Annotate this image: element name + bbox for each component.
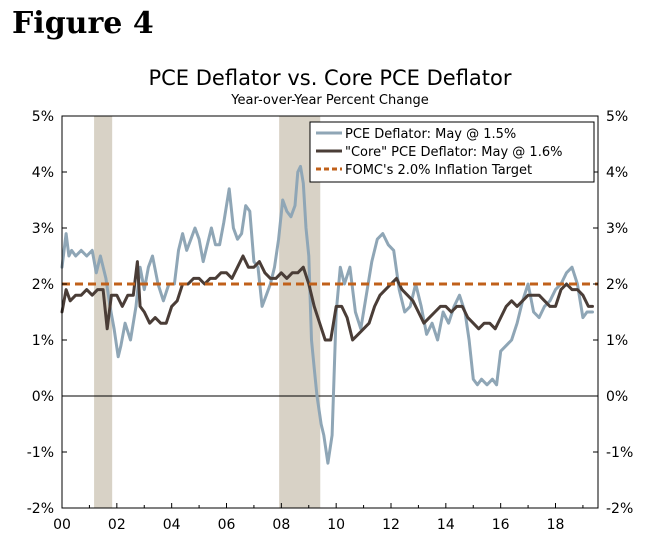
legend-label-core: "Core" PCE Deflator: May @ 1.6% <box>345 145 562 160</box>
y-tick-label-right: 1% <box>606 333 628 349</box>
x-tick-label: 02 <box>108 517 126 533</box>
legend-label-target: FOMC's 2.0% Inflation Target <box>345 163 532 178</box>
y-tick-label-left: 0% <box>32 389 54 405</box>
ticks-group: 5% 5%4% 4%3% 3%2% 2%1% 1%0% 0%-1% -1%-2% -2%00 02… <box>27 109 634 533</box>
y-tick-label-left: 5% <box>32 109 54 125</box>
y-tick-label-right: 4% <box>606 165 628 181</box>
y-tick-label-left: 3% <box>32 221 54 237</box>
series-group <box>60 164 598 465</box>
y-tick-label-left: -2% <box>27 501 54 517</box>
x-tick-label: 18 <box>547 517 565 533</box>
recession-shading-group <box>94 116 321 508</box>
x-tick-label: 12 <box>382 517 400 533</box>
recession-band-1 <box>94 116 113 508</box>
series-line-core <box>60 254 594 342</box>
x-tick-label: 16 <box>492 517 510 533</box>
y-tick-label-left: 4% <box>32 165 54 181</box>
y-tick-label-left: -1% <box>27 445 54 461</box>
legend-box <box>309 121 595 183</box>
x-tick-label: 10 <box>327 517 345 533</box>
y-tick-label-right: 3% <box>606 221 628 237</box>
x-tick-label: 06 <box>218 517 236 533</box>
y-tick-label-right: -2% <box>606 501 633 517</box>
y-tick-label-right: 0% <box>606 389 628 405</box>
x-tick-label: 14 <box>437 517 455 533</box>
y-tick-label-left: 1% <box>32 333 54 349</box>
plot-frame <box>61 115 599 509</box>
y-tick-label-right: 5% <box>606 109 628 125</box>
chart-title: PCE Deflator vs. Core PCE Deflator <box>148 66 511 90</box>
chart-subtitle: Year-over-Year Percent Change <box>230 93 428 108</box>
y-tick-label-left: 2% <box>32 277 54 293</box>
series-line-pce <box>60 164 594 465</box>
y-tick-label-right: -1% <box>606 445 633 461</box>
x-tick-label: 04 <box>163 517 181 533</box>
legend-label-pce: PCE Deflator: May @ 1.5% <box>345 127 516 142</box>
y-tick-label-right: 2% <box>606 277 628 293</box>
legend: PCE Deflator: May @ 1.5% "Core" PCE Defla… <box>309 121 595 183</box>
figure-label: Figure 4 <box>12 6 154 41</box>
x-tick-label: 08 <box>272 517 290 533</box>
x-tick-label: 00 <box>53 517 71 533</box>
